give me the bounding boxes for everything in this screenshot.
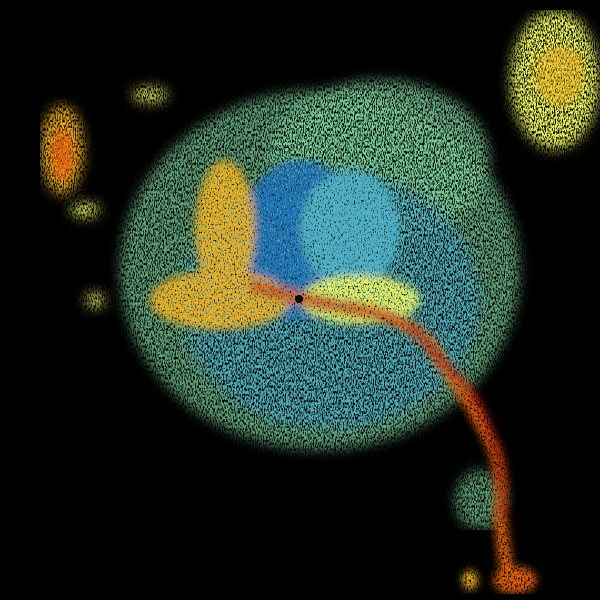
squall-line-core [407, 322, 509, 521]
echo-layer-core [50, 45, 585, 594]
south-cell [493, 566, 537, 594]
northeast-core [535, 45, 585, 105]
band-southwest [150, 270, 290, 330]
echo-west-dot [85, 292, 105, 308]
west-core [50, 130, 74, 180]
echo-west-small [70, 202, 100, 218]
echo-northwest-small [132, 87, 168, 103]
radar-site-marker [295, 295, 303, 303]
echo-southeast [455, 470, 505, 530]
light-core [300, 170, 400, 290]
south-cell-small [462, 570, 478, 590]
band-west [195, 160, 255, 300]
squall-line [247, 278, 517, 592]
